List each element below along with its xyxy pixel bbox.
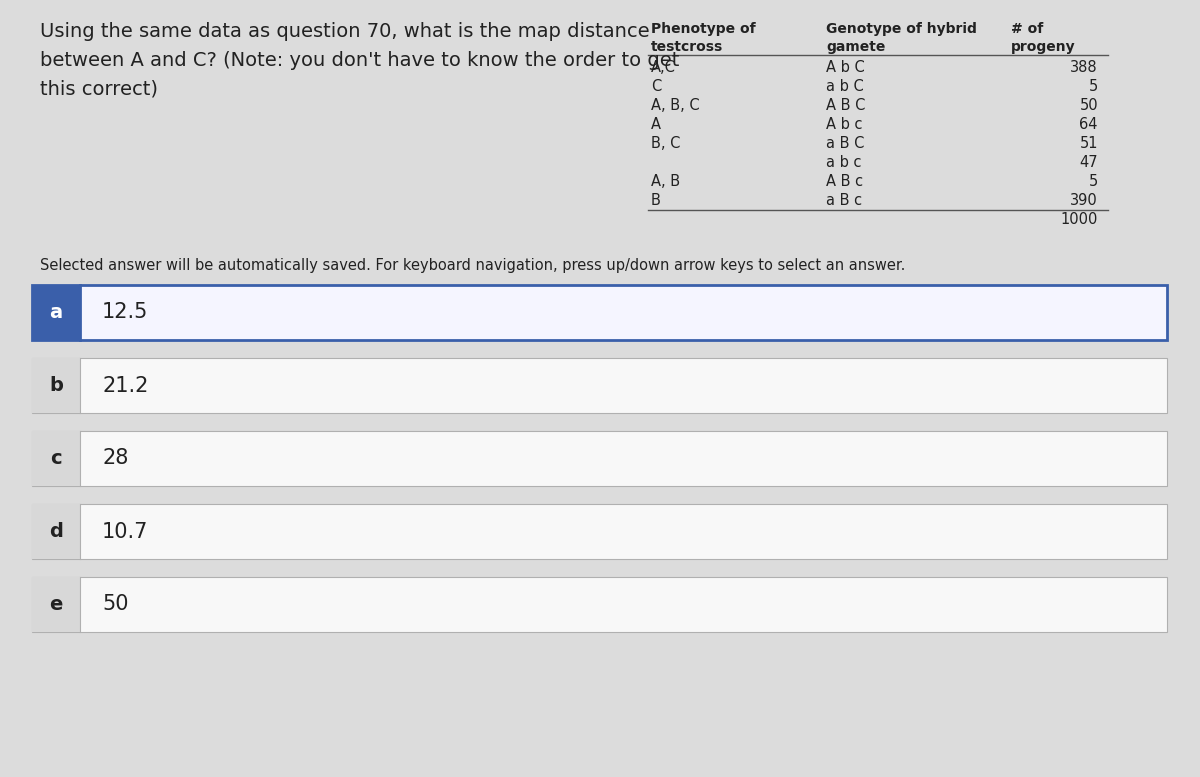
Text: Phenotype of
testcross: Phenotype of testcross: [650, 22, 756, 54]
Text: a B c: a B c: [826, 193, 862, 208]
Text: Genotype of hybrid
gamete: Genotype of hybrid gamete: [826, 22, 977, 54]
Text: b: b: [49, 376, 62, 395]
Bar: [32, 577, 1166, 632]
Bar: [32, 358, 80, 413]
Text: 390: 390: [1070, 193, 1098, 208]
Text: 1000: 1000: [1061, 212, 1098, 227]
Text: 388: 388: [1070, 60, 1098, 75]
Text: 10.7: 10.7: [102, 521, 149, 542]
Text: A, B, C: A, B, C: [650, 98, 700, 113]
Text: 28: 28: [102, 448, 128, 469]
Text: A B c: A B c: [826, 174, 863, 189]
Text: 47: 47: [1079, 155, 1098, 170]
Text: 51: 51: [1080, 136, 1098, 151]
Text: Using the same data as question 70, what is the map distance
between A and C? (N: Using the same data as question 70, what…: [40, 22, 679, 99]
Text: 64: 64: [1080, 117, 1098, 132]
Text: A b c: A b c: [826, 117, 863, 132]
Text: A: A: [650, 117, 661, 132]
Bar: [32, 577, 80, 632]
Text: c: c: [50, 449, 62, 468]
Text: 50: 50: [102, 594, 128, 615]
Text: B: B: [650, 193, 661, 208]
Text: A b C: A b C: [826, 60, 865, 75]
Text: B, C: B, C: [650, 136, 680, 151]
Bar: [32, 358, 1166, 413]
Bar: [32, 285, 1166, 340]
Text: A B C: A B C: [826, 98, 865, 113]
Text: 21.2: 21.2: [102, 375, 149, 395]
Text: A,C: A,C: [650, 60, 676, 75]
Text: a b C: a b C: [826, 79, 864, 94]
Text: A, B: A, B: [650, 174, 680, 189]
Text: 12.5: 12.5: [102, 302, 149, 322]
Text: # of
progeny: # of progeny: [1010, 22, 1075, 54]
Text: C: C: [650, 79, 661, 94]
Text: e: e: [49, 595, 62, 614]
Text: 5: 5: [1088, 174, 1098, 189]
Bar: [32, 285, 80, 340]
Text: 50: 50: [1079, 98, 1098, 113]
Bar: [32, 431, 80, 486]
Text: Selected answer will be automatically saved. For keyboard navigation, press up/d: Selected answer will be automatically sa…: [40, 258, 905, 273]
Text: a B C: a B C: [826, 136, 864, 151]
Bar: [32, 504, 80, 559]
Text: 5: 5: [1088, 79, 1098, 94]
Bar: [32, 431, 1166, 486]
Text: d: d: [49, 522, 62, 541]
Text: a b c: a b c: [826, 155, 862, 170]
Bar: [32, 504, 1166, 559]
Text: a: a: [49, 303, 62, 322]
